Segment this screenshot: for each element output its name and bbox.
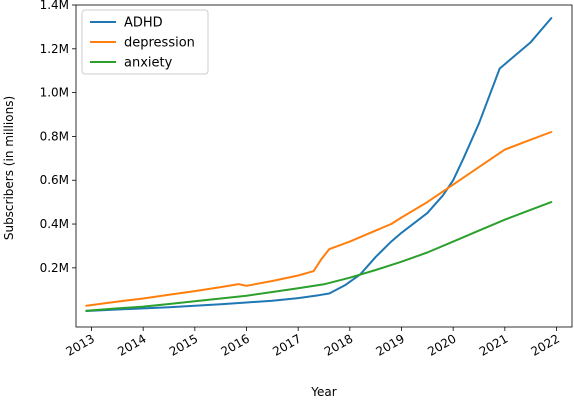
legend-label-anxiety: anxiety bbox=[124, 56, 173, 71]
series-line-anxiety bbox=[85, 201, 553, 312]
series-layer bbox=[85, 17, 553, 312]
x-axis-title: Year bbox=[310, 385, 336, 399]
series-line-depression bbox=[85, 131, 553, 307]
legend-box bbox=[81, 9, 209, 75]
y-tick-label-1.2M: 1.2M bbox=[40, 42, 69, 56]
y-axis-title: Subscribers (in millions) bbox=[2, 96, 16, 240]
y-tick-label-1.4M: 1.4M bbox=[40, 0, 69, 12]
plot-frame bbox=[75, 4, 573, 328]
y-tick-label-1.0M: 1.0M bbox=[40, 86, 69, 100]
y-tick-label-0.2M: 0.2M bbox=[40, 261, 69, 275]
y-tick-label-0.4M: 0.4M bbox=[40, 217, 69, 231]
legend-label-depression: depression bbox=[124, 36, 195, 51]
legend-label-adhd: ADHD bbox=[124, 16, 163, 31]
y-tick-label-0.8M: 0.8M bbox=[40, 129, 69, 143]
y-tick-label-0.6M: 0.6M bbox=[40, 173, 69, 187]
legend: ADHD depression anxiety bbox=[81, 9, 209, 75]
